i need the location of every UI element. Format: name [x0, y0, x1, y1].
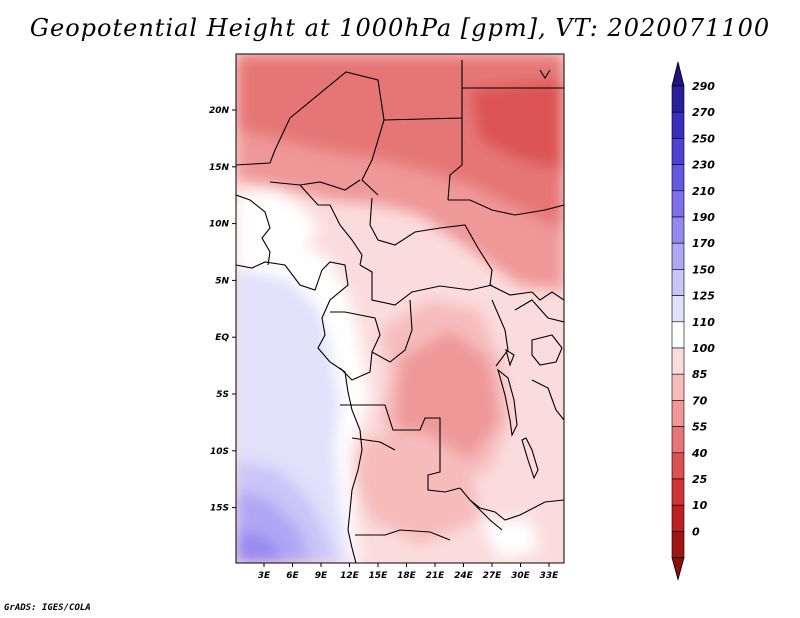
- lake-victoria: [531, 334, 563, 366]
- colorbar-label: 170: [692, 237, 715, 250]
- colorbar-segment: [671, 426, 685, 454]
- lat-label: 10S: [210, 447, 229, 457]
- border-segment: [519, 499, 564, 516]
- colorbar-label: 230: [692, 159, 715, 172]
- border-segment: [299, 184, 363, 266]
- colorbar-segment: [671, 111, 685, 139]
- colorbar-segment: [671, 452, 685, 480]
- longitude-axis: 3E 6E 9E 12E 15E 18E 21E 24E 27E 30E 33E: [258, 563, 559, 581]
- colorbar-label: 25: [692, 473, 708, 486]
- border-segment: [531, 291, 564, 301]
- colorbar-label: 85: [692, 368, 708, 381]
- lake-tanganyika: [497, 368, 518, 437]
- coastline: [236, 261, 363, 563]
- lat-label: 5S: [216, 390, 229, 400]
- lat-label: 10N: [209, 220, 230, 230]
- colorbar-top-arrow: [671, 61, 685, 87]
- lon-label: 24E: [454, 571, 474, 581]
- border-segment: [371, 299, 413, 363]
- border-segment: [514, 299, 564, 323]
- border-segment: [269, 179, 361, 191]
- colorbar-segment: [671, 85, 685, 113]
- lon-label: 9E: [315, 571, 328, 581]
- shaded-field: [236, 54, 564, 563]
- lon-label: 15E: [369, 571, 389, 581]
- colorbar-segment: [671, 347, 685, 375]
- border-segment: [531, 379, 564, 421]
- lon-label: 12E: [340, 571, 360, 581]
- colorbar-segment: [671, 504, 685, 532]
- border-segment: [355, 529, 451, 541]
- colorbar-label: 270: [692, 106, 715, 119]
- border-segment: [351, 437, 396, 451]
- lat-label: 15N: [209, 163, 230, 173]
- map-frame: [235, 53, 565, 564]
- colorbar-label: 10: [692, 499, 708, 512]
- colorbar: 2902702502302101901701501251101008570554…: [671, 61, 715, 582]
- colorbar-label: 70: [692, 394, 708, 407]
- border-segment: [469, 499, 503, 531]
- latitude-axis: 20N 15N 10N 5N EQ 5S 10S 15S: [209, 106, 236, 514]
- colorbar-segment: [671, 242, 685, 270]
- colorbar-label: 150: [692, 263, 715, 276]
- border-segment: [330, 311, 381, 381]
- lon-label: 27E: [483, 571, 503, 581]
- colorbar-segment: [671, 321, 685, 349]
- colorbar-bottom-arrow: [671, 557, 685, 582]
- lon-label: 6E: [286, 571, 299, 581]
- border-segment: [539, 69, 551, 80]
- colorbar-label: 290: [692, 80, 715, 93]
- colorbar-segment: [671, 400, 685, 427]
- lake-malawi: [521, 437, 539, 480]
- colorbar-segment: [671, 216, 685, 244]
- colorbar-segment: [671, 138, 685, 165]
- border-segment: [236, 194, 271, 266]
- colorbar-label: 110: [692, 316, 715, 329]
- border-segment: [459, 487, 521, 521]
- colorbar-label: 250: [692, 132, 715, 145]
- grads-credit: GrADS: IGES/COLA: [4, 603, 91, 613]
- colorbar-segment: [671, 190, 685, 218]
- lat-label: 20N: [209, 106, 230, 116]
- chart-title: Geopotential Height at 1000hPa [gpm], VT…: [29, 14, 771, 42]
- lon-label: 33E: [540, 571, 560, 581]
- border-segment: [236, 71, 385, 196]
- lat-label: 5N: [215, 276, 229, 286]
- lon-label: 3E: [258, 571, 271, 581]
- colorbar-label: 125: [692, 290, 715, 303]
- colorbar-segment: [671, 295, 685, 323]
- border-segment: [491, 299, 509, 367]
- borders: [236, 60, 564, 563]
- border-segment: [359, 264, 493, 306]
- colorbar-label: 0: [692, 525, 700, 538]
- lon-label: 18E: [397, 571, 417, 581]
- border-segment: [340, 404, 461, 493]
- lat-label: 15S: [210, 504, 229, 514]
- border-segment: [448, 199, 564, 216]
- colorbar-label: 40: [691, 447, 708, 460]
- colorbar-label: 190: [692, 211, 715, 224]
- colorbar-segment: [671, 478, 685, 506]
- lon-label: 21E: [426, 571, 446, 581]
- colorbar-label: 55: [692, 421, 708, 434]
- colorbar-segment: [671, 373, 685, 401]
- colorbar-label: 100: [692, 342, 715, 355]
- colorbar-segment: [671, 269, 685, 296]
- lon-label: 30E: [511, 571, 531, 581]
- border-segment: [369, 197, 533, 296]
- colorbar-label: 210: [692, 185, 715, 198]
- lake-kivu: [505, 348, 515, 367]
- colorbar-segment: [671, 164, 685, 192]
- colorbar-segment: [671, 531, 685, 558]
- border-segment: [447, 118, 463, 201]
- lat-label: EQ: [215, 333, 229, 343]
